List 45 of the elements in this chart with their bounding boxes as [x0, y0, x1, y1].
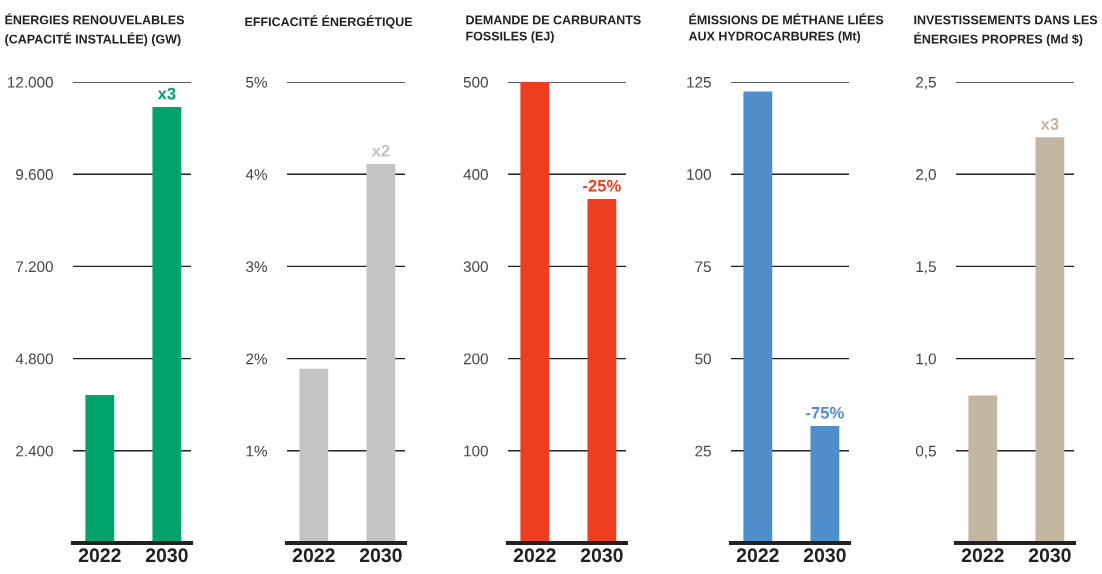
y-tick-label: 2,5 — [916, 76, 936, 90]
y-tick-label: 100 — [464, 445, 488, 457]
chart-title: DEMANDE DE CARBURANTS FOSSILES (EJ) — [466, 15, 641, 43]
y-tick-label: 100 — [687, 169, 711, 180]
y-tick-label: 50 — [695, 353, 711, 365]
x-tick-label: 2022 — [961, 548, 1004, 563]
y-tick-label: 300 — [463, 261, 488, 273]
chart-title: ÉMISSIONS DE MÉTHANE LIÉES AUX HYDROCARBURES (Mt) — [688, 13, 884, 43]
x-tick-label: 2022 — [736, 548, 779, 563]
y-tick-label: 1,0 — [916, 353, 936, 367]
y-tick-label: 4.800 — [15, 353, 53, 365]
y-tick-label: 2,0 — [916, 169, 936, 182]
y-tick-label: 5% — [246, 76, 268, 88]
x-tick-label: 2022 — [78, 548, 121, 563]
annotation: x2 — [371, 144, 390, 157]
y-tick-label: 25 — [695, 445, 711, 457]
y-tick-label: 125 — [687, 76, 711, 88]
x-tick-label: 2030 — [803, 548, 846, 563]
y-tick-label: 12.000 — [8, 76, 53, 88]
y-tick-label: 3% — [246, 261, 268, 273]
y-tick-label: 4% — [245, 169, 268, 180]
annotation: -75% — [806, 406, 844, 419]
y-tick-label: 75 — [695, 261, 711, 273]
chart-title: EFFICACITÉ ÉNERGÉTIQUE — [245, 15, 413, 29]
y-tick-label: 400 — [463, 169, 488, 180]
x-tick-label: 2030 — [145, 548, 188, 563]
x-tick-label: 2030 — [1028, 548, 1071, 563]
y-tick-label: 500 — [463, 76, 488, 88]
y-tick-label: 9.600 — [16, 169, 53, 180]
chart-title: ÉNERGIES RENOUVELABLES (CAPACITÉ INSTALLÉE) (GW) — [5, 13, 184, 47]
x-tick-label: 2030 — [580, 548, 623, 563]
annotation: x3 — [1040, 118, 1059, 130]
y-tick-label: 0,5 — [915, 445, 936, 459]
y-tick-label: 2.400 — [16, 445, 53, 457]
annotation: x3 — [157, 87, 176, 100]
y-tick-label: 2% — [246, 353, 268, 365]
annotation: -25% — [583, 179, 621, 192]
y-tick-label: 1% — [246, 445, 268, 457]
y-tick-label: 200 — [463, 353, 488, 365]
x-tick-label: 2022 — [513, 548, 556, 563]
x-tick-label: 2022 — [292, 548, 335, 563]
y-tick-label: 1,5 — [916, 261, 936, 274]
x-tick-label: 2030 — [359, 548, 402, 563]
chart-title: INVESTISSEMENTS DANS LES ÉNERGIES PROPRES (Md $) — [914, 15, 1098, 47]
y-tick-label: 7.200 — [16, 261, 53, 273]
